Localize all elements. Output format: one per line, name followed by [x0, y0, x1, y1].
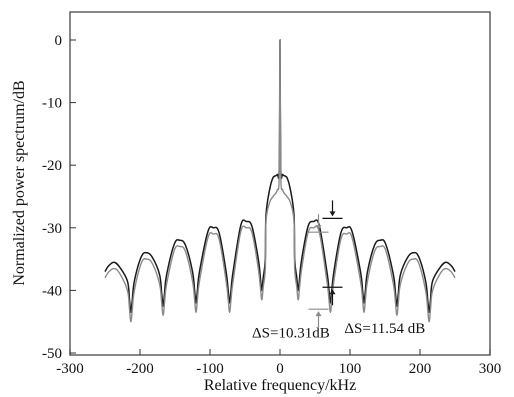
delta-arrowhead-bottom	[316, 311, 322, 316]
y-tick-label: -30	[42, 221, 62, 237]
y-tick-label: -10	[42, 96, 62, 112]
delta-arrowhead-top	[330, 211, 336, 216]
series-line-2	[105, 40, 455, 322]
x-tick-label: 200	[409, 361, 432, 377]
x-tick-label: 100	[339, 361, 362, 377]
x-tick-label: -200	[126, 361, 154, 377]
y-axis-title: Normalized power spectrum/dB	[11, 80, 28, 285]
x-tick-label: -100	[196, 361, 224, 377]
y-tick-label: -40	[42, 283, 62, 299]
x-tick-label: 300	[479, 361, 502, 377]
annotation-layer: ΔS=10.31dB ΔS=11.54 dB	[252, 200, 425, 341]
x-tick-label: -300	[56, 361, 84, 377]
y-tick-label: 0	[55, 33, 63, 49]
x-tick-label: 0	[276, 361, 284, 377]
delta-arrowhead-bottom	[330, 289, 336, 294]
y-tick-label: -20	[42, 158, 62, 174]
delta-label: ΔS=11.54 dB	[344, 321, 425, 337]
y-tick-label: -50	[42, 346, 62, 362]
delta-label: ΔS=10.31dB	[252, 325, 330, 341]
x-axis-title: Relative frequency/kHz	[204, 377, 356, 394]
series-layer	[105, 40, 455, 322]
